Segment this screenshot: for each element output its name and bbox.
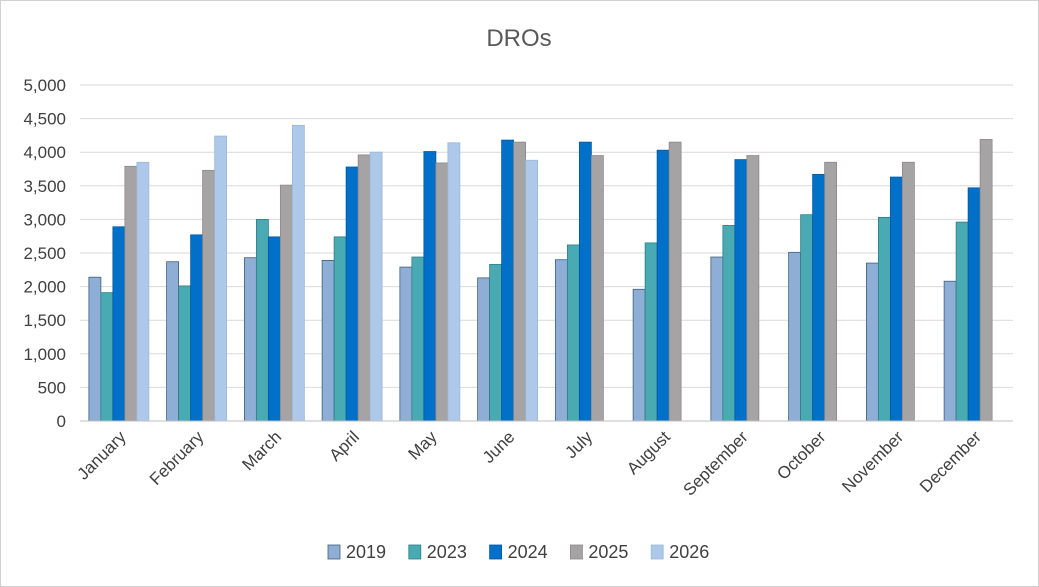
bar-2023-june [489,264,503,422]
bar-2024-may [423,151,437,422]
bar-2023-july [566,244,580,422]
bar-2024-december [967,187,981,422]
bar-2025-march [279,184,293,422]
bar-2023-october [800,214,814,422]
x-tick-label: August [623,427,674,478]
legend-label-2019: 2019 [346,542,386,562]
legend-swatch-2024 [489,544,503,560]
x-tick-label: November [838,427,907,496]
bar-2023-january [100,292,114,422]
bar-2019-january [88,276,102,422]
bar-2025-june [513,141,527,422]
bar-2025-may [435,162,449,422]
bar-2019-july [554,259,568,422]
bar-2019-march [243,257,257,422]
y-tick-label: 3,000 [23,210,66,229]
bar-2024-january [112,226,126,422]
bar-2025-january [124,165,138,422]
chart-title: DROs [486,25,551,52]
y-tick-label: 500 [38,378,66,397]
y-axis-ticks: 0 500 1,000 1,500 2,000 2,500 3,000 3,500 4,000 4… [23,76,66,431]
bar-2019-october [788,251,802,422]
bar-2025-august [668,141,682,422]
bar-2023-august [644,242,658,422]
y-tick-label: 3,500 [23,177,66,196]
bar-2019-august [632,288,646,422]
bar-2023-december [955,221,969,422]
x-tick-label: April [325,427,362,464]
bar-2019-may [399,266,413,422]
bar-2024-july [578,141,592,422]
bar-2026-march [291,124,305,422]
legend: 2019 2023 2024 2025 2026 [327,542,709,562]
bar-2026-february [214,135,228,422]
bar-2025-february [202,169,216,422]
bar-2024-august [656,149,670,422]
bar-2025-july [590,155,604,422]
bar-2025-september [746,155,760,422]
bar-2025-november [901,161,915,422]
legend-label-2025: 2025 [588,542,628,562]
y-tick-label: 5,000 [23,76,66,95]
y-tick-label: 1,000 [23,345,66,364]
bar-2024-october [812,173,826,422]
x-tick-label: December [916,427,985,496]
y-tick-label: 2,500 [23,244,66,263]
bar-2023-may [411,256,425,422]
bar-2019-february [166,261,180,422]
legend-swatch-2025 [570,544,583,560]
legend-swatch-2023 [408,544,422,560]
bar-2024-june [501,139,515,422]
bar-2025-april [357,154,371,422]
bar-2023-february [178,285,192,422]
bar-2024-november [889,176,903,422]
gridlines [80,84,1013,388]
x-axis-ticks: January February March April May June July Augu… [73,427,985,500]
bar-2026-april [369,151,383,422]
y-tick-label: 0 [57,412,66,431]
bar-2024-september [734,159,748,422]
y-tick-label: 2,000 [23,278,66,297]
legend-label-2026: 2026 [669,542,709,562]
bar-2019-november [865,262,879,422]
bars [88,124,993,422]
bar-2019-june [477,277,491,422]
y-tick-label: 4,000 [23,143,66,162]
y-tick-label: 4,500 [23,110,66,129]
x-tick-label: January [73,427,130,484]
x-tick-label: May [405,427,441,463]
x-tick-label: March [238,427,285,474]
bar-2023-november [877,216,891,422]
bar-2024-march [267,236,281,422]
bar-2024-february [190,234,204,422]
x-tick-label: February [146,427,208,489]
bar-2024-april [345,166,359,422]
bar-2026-may [447,142,461,422]
bar-2023-march [255,218,269,422]
x-tick-label: October [773,427,829,483]
x-tick-label: September [679,427,751,499]
x-tick-label: June [479,427,519,467]
legend-label-2023: 2023 [427,542,467,562]
x-tick-label: July [561,427,596,462]
legend-swatch-2019 [327,544,341,560]
bar-2019-december [943,280,957,422]
bar-2023-september [722,225,736,422]
legend-swatch-2026 [650,544,664,560]
bar-2026-january [136,161,150,422]
bar-2023-april [333,236,347,422]
y-tick-label: 1,500 [23,311,66,330]
bar-2019-september [710,256,724,422]
legend-label-2024: 2024 [508,542,548,562]
bar-2025-december [979,139,993,422]
bar-2019-april [321,259,335,422]
bar-2025-october [824,161,838,422]
bar-2026-june [525,159,539,422]
